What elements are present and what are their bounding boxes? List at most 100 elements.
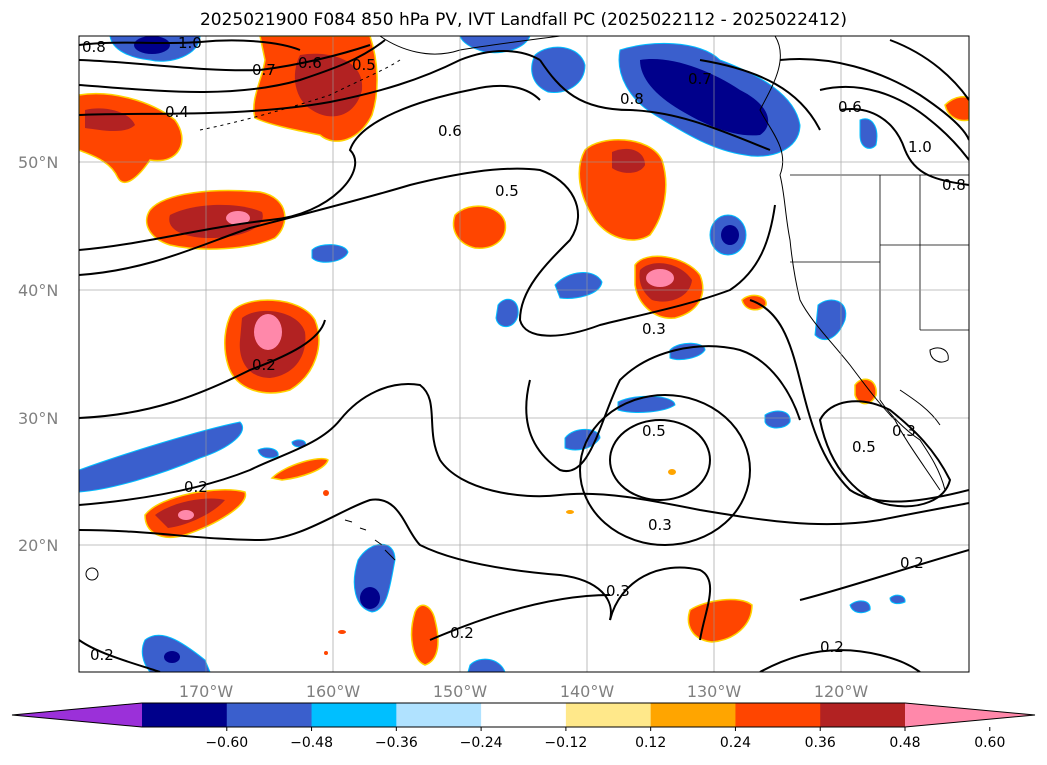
contour-line	[889, 39, 969, 101]
contour-label: 0.2	[820, 638, 844, 656]
contour-labels: 0.8 1.0 0.7 0.6 0.5 0.4 0.6 0.5 0.8 0.7 …	[82, 36, 966, 664]
contour-label: 1.0	[908, 138, 932, 156]
contour-line	[79, 50, 541, 116]
lat-label: 20°N	[18, 536, 58, 555]
contour-label: 0.7	[688, 70, 712, 88]
contour-label: 0.6	[298, 54, 322, 72]
lat-label: 40°N	[18, 281, 58, 300]
coastline-layer	[85, 36, 969, 581]
hawaii-islands	[344, 519, 396, 561]
island	[85, 567, 99, 581]
contour-line	[79, 498, 612, 621]
pv-negative-region	[311, 244, 349, 263]
pv-negative-core	[721, 225, 739, 245]
pv-negative-core	[360, 587, 380, 609]
contour-label: 0.5	[352, 56, 376, 74]
contour-line	[818, 400, 952, 508]
contour-line	[759, 649, 921, 672]
contour-label: 0.2	[450, 624, 474, 642]
pv-positive-region	[338, 630, 346, 634]
colorbar-segment	[226, 703, 313, 727]
colorbar-tick-label: −0.60	[205, 735, 248, 751]
contour-label: 0.8	[82, 38, 106, 56]
pv-positive-region	[410, 604, 439, 666]
aleutian-islands	[199, 59, 401, 131]
colorbar-segment	[396, 703, 482, 727]
pv-positive-peak	[254, 314, 282, 350]
colorbar-outline	[11, 702, 1036, 728]
contour-label: 0.5	[642, 422, 666, 440]
pv-positive-region	[324, 651, 328, 655]
pv-positive-peak	[178, 510, 194, 520]
lon-label: 140°W	[560, 682, 615, 701]
state-borders	[790, 174, 969, 400]
colorbar-extend-max	[905, 703, 1035, 727]
pv-positive-peak	[646, 269, 674, 287]
contour-label: 0.5	[852, 438, 876, 456]
pv-negative-region	[889, 594, 906, 605]
contour-label: 0.2	[90, 646, 114, 664]
contour-label: 0.2	[252, 356, 276, 374]
pv-positive-core	[294, 53, 363, 117]
contour-line	[79, 84, 541, 251]
pv-positive-core	[612, 148, 645, 173]
colorbar-segment	[820, 703, 906, 727]
contour-line	[79, 383, 969, 526]
pv-positive-region	[452, 205, 507, 249]
lon-label: 120°W	[814, 682, 869, 701]
colorbar-tick-label: 0.60	[974, 735, 1005, 751]
map-background	[79, 36, 969, 672]
pv-positive-region	[944, 95, 969, 122]
contour-label: 0.3	[648, 516, 672, 534]
colorbar-segment	[735, 703, 821, 727]
contour-label: 0.3	[642, 320, 666, 338]
pv-positive-peak	[226, 211, 250, 225]
colorbar-segment	[142, 703, 228, 727]
contour-label: 0.5	[495, 182, 519, 200]
contour-label: 0.8	[620, 90, 644, 108]
pv-positive-region	[668, 469, 676, 475]
contour-line	[79, 39, 301, 51]
contour-line	[839, 108, 969, 186]
pv-negative-region	[859, 118, 878, 149]
contour-line	[779, 58, 969, 141]
pv-negative-region	[554, 272, 603, 299]
map-title: 2025021900 F084 850 hPa PV, IVT Landfall…	[199, 10, 847, 30]
contour-line	[429, 594, 611, 641]
contour-line	[79, 167, 776, 337]
north-america-coast	[759, 36, 941, 491]
pv-negative-core	[164, 651, 180, 663]
lon-label: 150°W	[433, 682, 488, 701]
pv-contours	[79, 39, 969, 672]
colorbar-tick-label: 0.12	[635, 735, 666, 751]
contour-label: 0.6	[438, 122, 462, 140]
pv-negative-region	[257, 447, 279, 459]
lon-label: 170°W	[179, 682, 234, 701]
colorbar-segment	[481, 703, 567, 727]
contour-line	[79, 39, 386, 93]
lat-label: 30°N	[18, 409, 58, 428]
contour-line	[749, 299, 969, 503]
contour-label: 0.6	[838, 98, 862, 116]
contour-line	[539, 59, 771, 151]
colorbar-tick-label: −0.48	[290, 735, 333, 751]
gridlines	[79, 36, 969, 672]
pv-positive-region	[854, 378, 877, 405]
latitude-labels: 50°N 40°N 30°N 20°N	[18, 153, 58, 555]
pv-negative-region	[495, 298, 519, 328]
lon-label: 130°W	[687, 682, 742, 701]
pv-negative-region	[531, 46, 586, 94]
pv-positive-region	[566, 510, 574, 514]
contour-label: 0.3	[892, 422, 916, 440]
contour-line	[609, 566, 712, 641]
pv-positive-region	[323, 490, 329, 496]
colorbar-segment	[311, 703, 397, 727]
contour-label: 0.8	[942, 176, 966, 194]
pv-positive-region	[687, 598, 753, 643]
colorbar: −0.60 −0.48 −0.36 −0.24 −0.12 0.12 0.24 0.36 0.4…	[11, 702, 1036, 751]
contour-label: 0.2	[900, 554, 924, 572]
contour-line	[609, 419, 711, 501]
colorbar-extend-min	[12, 703, 142, 727]
map-frame	[78, 35, 970, 673]
contour-line	[79, 639, 161, 672]
